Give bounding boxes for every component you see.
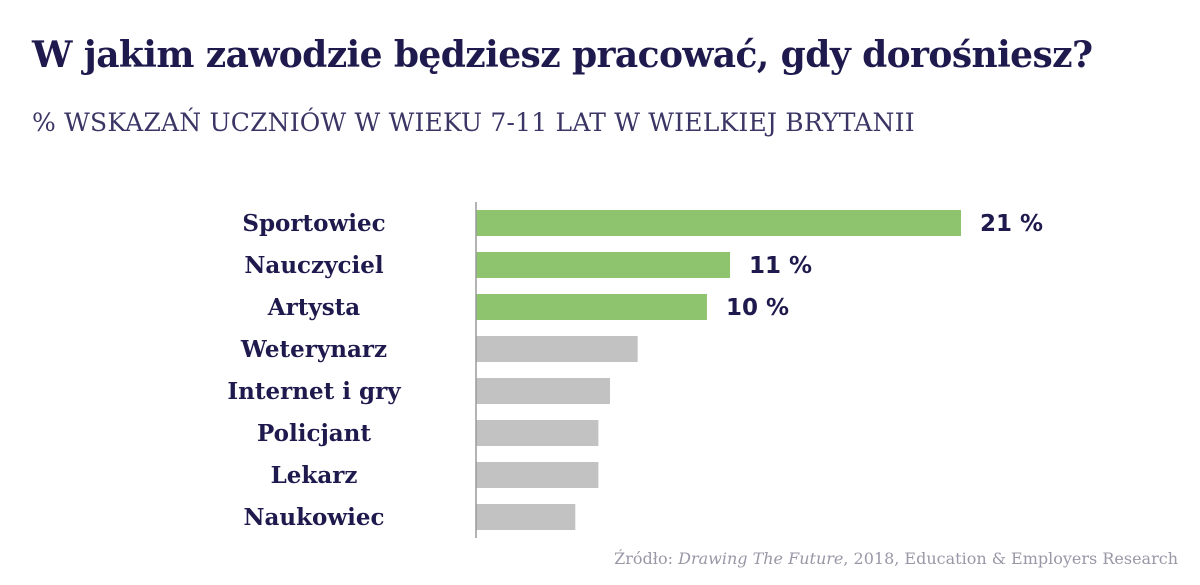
bar bbox=[476, 336, 638, 362]
source-suffix: , 2018, Education & Employers Research bbox=[843, 549, 1178, 568]
source-note: Źródło: Drawing The Future, 2018, Educat… bbox=[614, 549, 1178, 568]
category-label: Lekarz bbox=[271, 462, 358, 489]
bar bbox=[476, 210, 961, 236]
bar bbox=[476, 504, 576, 530]
category-label: Weterynarz bbox=[240, 336, 387, 363]
source-prefix: Źródło: bbox=[614, 549, 674, 568]
category-label: Nauczyciel bbox=[244, 252, 383, 279]
data-label: 21 % bbox=[980, 211, 1043, 237]
category-labels: Sportowiec Nauczyciel Artysta Weterynarz Int… bbox=[227, 210, 401, 531]
category-label: Policjant bbox=[257, 420, 371, 447]
category-label: Internet i gry bbox=[227, 378, 401, 405]
bar bbox=[476, 462, 599, 488]
category-label: Artysta bbox=[267, 294, 361, 321]
bars bbox=[476, 210, 961, 530]
data-label: 11 % bbox=[749, 253, 812, 279]
bar bbox=[476, 378, 610, 404]
category-label: Sportowiec bbox=[242, 210, 385, 237]
bar bbox=[476, 294, 707, 320]
bar bbox=[476, 252, 731, 278]
chart-subtitle: % WSKAZAŃ UCZNIÓW W WIEKU 7-11 LAT W WIE… bbox=[32, 108, 915, 137]
bar bbox=[476, 420, 599, 446]
source-title: Drawing The Future bbox=[678, 549, 844, 568]
value-labels: 21 % 11 % 10 % bbox=[726, 211, 1043, 321]
category-label: Naukowiec bbox=[243, 504, 384, 531]
chart-title: W jakim zawodzie będziesz pracować, gdy … bbox=[32, 34, 1093, 76]
data-label: 10 % bbox=[726, 295, 789, 321]
